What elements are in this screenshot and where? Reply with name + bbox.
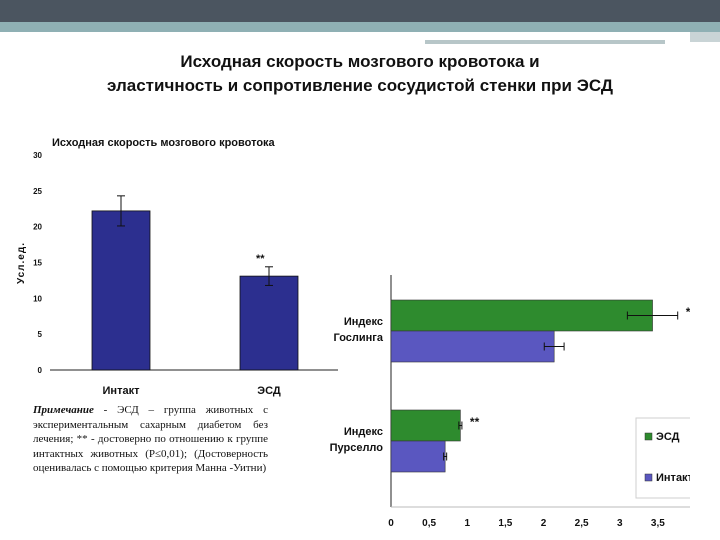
chart1-ylabel: Усл.ед. <box>16 242 27 284</box>
chart2-x-ticks: 00,511,522,533,54 <box>388 518 665 529</box>
slide-title-line-2: эластичность и сопротивление сосудистой … <box>107 76 613 95</box>
chart2-legend: ЭСД Интакт <box>635 417 690 499</box>
category-label: Пурселло <box>330 442 383 454</box>
slide-title: Исходная скорость мозгового кровотока и … <box>0 50 720 98</box>
decorative-line <box>425 40 665 44</box>
bar <box>390 409 461 442</box>
category-label: Гослинга <box>334 332 384 344</box>
chart2-categories: Индекс Гослинга Индекс Пурселло <box>330 316 384 454</box>
note-label: Примечание <box>33 404 94 416</box>
category-label: Индекс <box>344 426 383 438</box>
flow-velocity-chart: Исходная скорость мозгового кровотока Ус… <box>16 137 338 397</box>
decorative-block <box>690 32 720 42</box>
chart1-y-ticks: 0 5 10 15 20 25 30 <box>33 151 42 375</box>
header-stripe <box>0 22 720 32</box>
bar <box>390 440 446 473</box>
significance-mark: ** <box>470 415 480 429</box>
significance-mark: ** <box>256 253 265 265</box>
x-tick-label: 1 <box>464 518 470 529</box>
legend-swatch <box>644 473 653 482</box>
bar <box>239 275 299 371</box>
chart1-title: Исходная скорость мозгового кровотока <box>52 137 276 149</box>
y-tick-label: 0 <box>38 366 43 375</box>
y-tick-label: 15 <box>33 259 42 268</box>
bar <box>91 210 151 371</box>
legend-label: ЭСД <box>656 431 680 443</box>
x-tick-label: 2 <box>541 518 547 529</box>
legend-swatch <box>644 432 653 441</box>
x-tick-label: 1,5 <box>498 518 512 529</box>
chart1-categories: Интакт ЭСД <box>103 385 281 397</box>
slide-title-line-1: Исходная скорость мозгового кровотока и <box>180 52 540 71</box>
x-tick-label: 2,5 <box>575 518 589 529</box>
chart1-bars: ** <box>91 195 299 371</box>
category-label: Индекс <box>344 316 383 328</box>
x-tick-label: 0,5 <box>422 518 436 529</box>
x-tick-label: 3 <box>617 518 623 529</box>
legend-label: Интакт <box>656 472 690 484</box>
significance-mark: ** <box>686 305 690 319</box>
note-text: - ЭСД – группа животных с эксперименталь… <box>33 404 268 474</box>
y-tick-label: 5 <box>38 330 43 339</box>
y-tick-label: 10 <box>33 294 42 303</box>
legend-box <box>635 417 690 499</box>
header-bar <box>0 0 720 22</box>
chart-note: Примечание - ЭСД – группа животных с экс… <box>33 403 268 476</box>
category-label: Интакт <box>103 385 141 397</box>
y-tick-label: 30 <box>33 151 42 160</box>
category-label: ЭСД <box>257 385 281 397</box>
chart2-bars: ** ** <box>390 299 690 473</box>
x-tick-label: 3,5 <box>651 518 665 529</box>
y-tick-label: 25 <box>33 187 42 196</box>
x-tick-label: 0 <box>388 518 394 529</box>
y-tick-label: 20 <box>33 223 42 232</box>
bar <box>390 299 653 332</box>
vascular-index-chart: ** ** Индекс Гослинга Индекс Пурселло 0 0,5 1 1… <box>330 275 690 529</box>
bar <box>390 330 555 363</box>
